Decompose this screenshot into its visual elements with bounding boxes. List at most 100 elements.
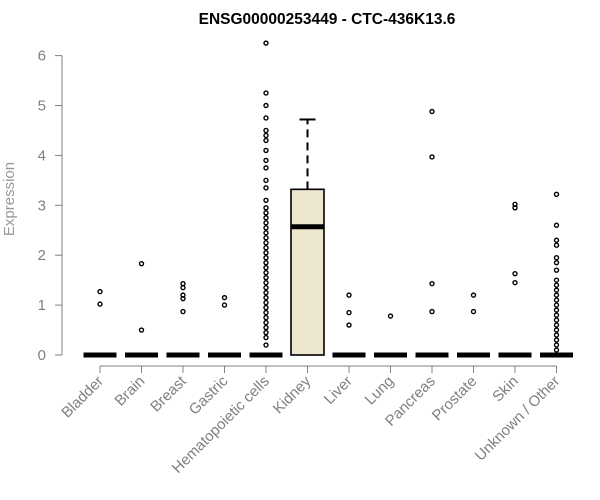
x-tick-label: Bladder [58,373,107,422]
outlier-point [263,157,269,164]
outlier-point [429,280,435,287]
outlier-point [429,154,435,160]
outlier-point [263,102,269,109]
box-unknown-other [540,191,573,358]
outlier-point [263,329,269,336]
outlier-point [263,264,269,271]
x-tick-label: Breast [147,372,190,415]
outlier-point [263,319,269,326]
outlier-point [512,201,518,208]
y-axis: 0 1 2 3 4 5 6 [38,48,63,364]
outlier-point [429,308,435,315]
outlier-point [553,282,560,288]
outlier-point [553,237,560,243]
outlier-point [263,314,269,321]
outlier-point [470,292,477,298]
x-tick-label: Brain [112,373,149,410]
outlier-point [512,270,518,277]
boxes-layer [83,40,573,358]
outlier-point [263,132,269,139]
outlier-point [553,242,560,248]
outlier-point [97,301,103,307]
box-prostate [457,292,490,358]
outlier-point [263,215,269,221]
outlier-point [553,254,560,261]
outlier-point [553,191,560,198]
outlier-point [263,115,269,121]
y-tick-label: 1 [38,297,46,314]
box-gastric [208,294,241,358]
outlier-point [263,147,269,154]
outlier-point [263,254,269,261]
outlier-point [346,309,352,316]
outlier-point [263,279,269,286]
y-axis-label: Expression [1,162,18,236]
outlier-point [263,127,269,134]
outlier-point [138,260,145,267]
outlier-point [263,259,269,266]
outlier-point [180,292,186,298]
outlier-point [263,90,269,96]
outlier-point [553,302,560,308]
outlier-point [263,177,269,184]
outlier-point [553,287,560,293]
outlier-point [553,312,560,318]
outlier-point [263,240,269,246]
outlier-point [346,322,352,328]
outlier-point [470,308,477,315]
outlier-point [553,277,560,283]
outlier-point [263,294,269,301]
outlier-point [263,40,269,46]
outlier-point [263,220,269,226]
outlier-point [553,342,560,348]
outlier-point [263,269,269,276]
box-pancreas [415,108,449,358]
outlier-point [180,308,186,315]
y-tick-label: 4 [38,147,46,164]
outlier-point [263,304,269,311]
outlier-point [263,342,269,348]
outlier-point [263,197,269,204]
box-lung [374,313,407,358]
x-tick-label: Skin [489,373,522,406]
outlier-point [263,137,269,144]
outlier-point [553,307,560,313]
outlier-point [553,322,560,328]
outlier-point [221,302,228,308]
x-tick-label: Prostate [429,373,481,425]
outlier-point [553,337,560,343]
outlier-point [263,334,269,341]
outlier-point [263,274,269,281]
outlier-point [263,235,269,241]
box-kidney [290,118,325,356]
x-tick-label: Liver [321,373,356,408]
outlier-point [553,347,560,353]
y-tick-label: 5 [38,98,46,115]
y-tick-label: 6 [38,48,46,65]
x-tick-label: Kidney [270,372,315,417]
outlier-point [263,324,269,331]
box-brain [125,260,158,358]
box-hematopoietic-cells [249,40,283,358]
outlier-point [512,279,518,286]
y-tick-label: 0 [38,347,46,364]
outlier-point [346,292,352,298]
outlier-point [263,225,269,231]
box-liver [332,292,366,358]
outlier-point [263,309,269,316]
outlier-point [263,250,269,256]
box-skin [498,201,532,358]
outlier-point [138,327,145,333]
outlier-point [553,259,560,266]
outlier-point [553,327,560,333]
outlier-point [263,299,269,306]
outlier-point [221,294,228,301]
outlier-point [387,313,394,319]
outlier-point [263,245,269,251]
box-breast [166,280,200,358]
outlier-point [553,267,560,273]
outlier-point [553,222,560,228]
outlier-point [263,284,269,291]
